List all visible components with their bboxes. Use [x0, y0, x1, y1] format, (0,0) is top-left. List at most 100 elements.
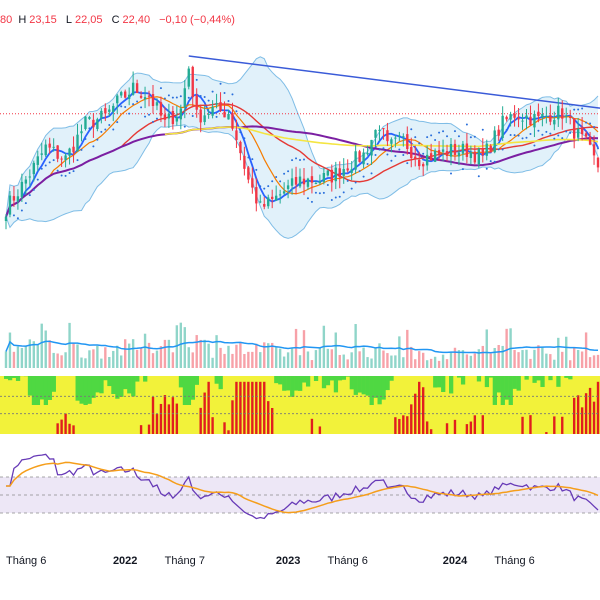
heatmap-green-bar: [321, 376, 327, 389]
heatmap-green-bar: [456, 376, 462, 378]
psar-dot: [159, 87, 162, 90]
psar-dot: [215, 115, 218, 118]
candle-body: [588, 136, 592, 145]
heatmap-green-bar: [373, 376, 378, 398]
volume-bar: [40, 323, 43, 368]
heatmap-green-bar: [286, 376, 291, 391]
heatmap-green-bar: [329, 376, 335, 381]
candle-body: [572, 118, 576, 139]
volume-bar: [529, 358, 532, 368]
high-key: H: [18, 14, 27, 26]
heatmap-green-bar: [182, 376, 188, 405]
psar-dot: [513, 134, 516, 137]
volume-bar: [489, 353, 492, 368]
volume-bar: [282, 356, 286, 368]
psar-dot: [287, 170, 290, 173]
candle-body: [147, 95, 151, 97]
psar-dot: [187, 96, 190, 99]
volume-bar: [267, 343, 270, 368]
volume-bar: [231, 353, 234, 368]
psar-dot: [199, 95, 202, 98]
volume-bar: [513, 349, 516, 368]
heatmap-red-bar: [394, 417, 397, 434]
volume-bar: [569, 360, 572, 368]
volume-bar: [147, 342, 151, 368]
volume-bar: [28, 339, 32, 368]
heatmap-green-bar: [194, 376, 199, 385]
heatmap-red-bar: [227, 430, 230, 434]
rsi-pane: [0, 453, 600, 520]
volume-bar: [203, 339, 206, 368]
psar-dot: [279, 180, 282, 183]
psar-dot: [318, 192, 321, 195]
psar-dot: [24, 202, 27, 205]
candle-body: [541, 113, 544, 118]
heatmap-red-bar: [596, 381, 600, 434]
psar-dot: [128, 112, 131, 115]
volume-bar: [80, 357, 83, 368]
psar-dot: [171, 96, 174, 99]
volume-bar: [8, 332, 12, 368]
psar-dot: [96, 138, 99, 141]
heatmap-green-bar: [508, 376, 513, 405]
candle-body: [402, 136, 405, 138]
psar-dot: [302, 158, 305, 161]
heatmap-green-bar: [476, 376, 482, 382]
volume-bar: [187, 347, 190, 368]
candle-body: [378, 129, 381, 131]
candle-body: [553, 119, 556, 125]
heatmap-green-bar: [91, 376, 96, 398]
psar-dot: [378, 148, 381, 151]
heatmap-red-bar: [207, 381, 210, 434]
volume-bar: [374, 348, 377, 368]
psar-dot: [167, 94, 170, 97]
candle-body: [255, 187, 258, 204]
candle-body: [298, 176, 302, 187]
volume-bar: [314, 350, 318, 368]
heatmap-red-bar: [410, 404, 413, 434]
volume-bar: [302, 330, 306, 368]
psar-dot: [64, 174, 67, 177]
heatmap-red-bar: [243, 381, 246, 434]
candle-body: [271, 196, 274, 199]
candle-body: [370, 139, 373, 156]
psar-dot: [553, 137, 556, 140]
candle-body: [60, 158, 63, 160]
candle-body: [533, 113, 536, 128]
volume-bar: [171, 352, 175, 368]
candle-body: [179, 108, 183, 120]
candle-body: [465, 143, 469, 157]
volume-bar: [402, 357, 405, 368]
heatmap-red-bar: [445, 423, 449, 434]
candle-body: [390, 139, 393, 144]
volume-bar: [64, 352, 67, 368]
psar-dot: [255, 168, 258, 171]
psar-dot: [342, 191, 345, 194]
heatmap-green-bar: [87, 376, 92, 404]
volume-bar: [342, 354, 345, 368]
candle-body: [68, 148, 71, 156]
volume-bar: [565, 336, 568, 368]
ma-yellow-line: [164, 126, 599, 148]
heatmap-green-bar: [437, 376, 442, 388]
candle-body: [326, 170, 330, 176]
candle-body: [425, 154, 429, 166]
heatmap-red-bar: [267, 401, 270, 434]
heatmap-green-bar: [305, 376, 311, 387]
psar-dot: [366, 163, 369, 166]
psar-dot: [457, 135, 460, 138]
low-value: 22,05: [74, 14, 103, 26]
volume-bar: [469, 355, 473, 368]
volume-bar: [274, 347, 278, 368]
volume-bar: [52, 352, 55, 368]
volume-bar: [394, 355, 397, 368]
heatmap-red-bar: [545, 432, 548, 434]
volume-bar: [318, 347, 322, 368]
volume-bar: [104, 347, 107, 368]
x-axis-label: Tháng 7: [165, 555, 205, 567]
ma-purple-line: [5, 125, 599, 218]
heatmap-green-bar: [433, 376, 438, 388]
candle-body: [76, 134, 79, 152]
candle-body: [155, 102, 159, 106]
